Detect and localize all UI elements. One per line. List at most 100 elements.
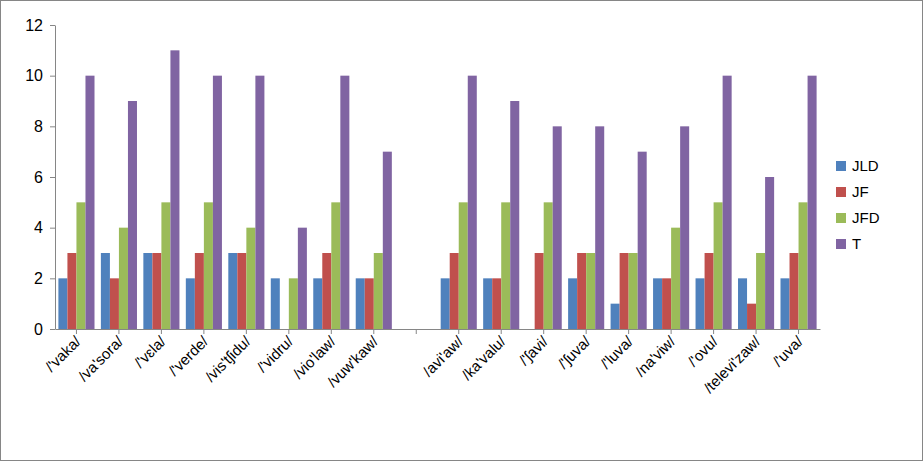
tick: 8	[34, 118, 55, 135]
bar	[459, 202, 468, 329]
tick: /vis'tʃidu/	[201, 329, 254, 385]
bar	[620, 253, 629, 329]
bar	[483, 278, 492, 329]
bar	[186, 278, 195, 329]
bar	[492, 278, 501, 329]
tick-label: 12	[25, 17, 43, 34]
tick: /televi'zaw/	[700, 329, 764, 396]
bar	[568, 278, 577, 329]
bar	[780, 278, 789, 329]
tick-mark	[373, 329, 374, 334]
bar	[747, 304, 756, 329]
tick-mark	[246, 329, 247, 334]
tick-mark	[76, 329, 77, 334]
bar	[119, 228, 128, 329]
bar	[468, 76, 477, 329]
bar	[595, 126, 604, 329]
bar	[808, 76, 817, 329]
bar	[662, 278, 671, 329]
tick: /va'sora/	[75, 329, 127, 384]
bar	[799, 202, 808, 329]
tick: /na'viw/	[632, 329, 680, 380]
bar	[213, 76, 222, 329]
bar	[526, 329, 535, 330]
bar	[790, 253, 799, 329]
bar	[510, 101, 519, 329]
tick-label: 8	[34, 118, 43, 135]
tick-label: 10	[25, 67, 43, 84]
tick-mark	[713, 329, 714, 334]
legend-label: JFD	[852, 209, 880, 226]
bar	[723, 76, 732, 329]
tick-mark	[416, 329, 417, 334]
y-axis: 0 2 4 6 8 10 12	[25, 17, 55, 338]
bar	[204, 202, 213, 329]
bar	[671, 228, 680, 329]
tick-label: /'vɛla/	[131, 332, 170, 371]
tick-mark	[50, 126, 55, 127]
tick-label: 6	[34, 169, 43, 186]
tick: /'luva/	[597, 329, 637, 372]
bar	[680, 126, 689, 329]
tick: 10	[25, 67, 55, 84]
tick: /ka'valu/	[458, 329, 509, 383]
tick-mark	[50, 228, 55, 229]
tick-label: /'uva/	[769, 332, 807, 370]
bar	[340, 76, 349, 329]
series	[85, 50, 816, 329]
tick-label: /vis'tʃidu/	[201, 332, 254, 385]
tick-mark	[756, 329, 757, 334]
bar	[756, 253, 765, 329]
tick-mark	[798, 329, 799, 334]
legend-item: JFD	[836, 209, 880, 226]
bar	[101, 253, 110, 329]
legend-item: JF	[836, 183, 869, 200]
bar	[383, 152, 392, 329]
tick-mark	[331, 329, 332, 334]
bar	[450, 253, 459, 329]
legend: JLDJFJFDT	[836, 157, 880, 252]
tick-mark	[543, 329, 544, 334]
bar	[255, 76, 264, 329]
plot: 0 2 4 6 8 10 12 /'vaka//va'sora//'vɛla//'verde/…	[25, 17, 820, 396]
series	[76, 202, 807, 329]
tick-mark	[118, 329, 119, 334]
bar	[76, 202, 85, 329]
legend-label: JF	[852, 183, 869, 200]
tick-label: 2	[34, 270, 43, 287]
bar	[638, 152, 647, 329]
tick-label: /'ovu/	[684, 332, 722, 370]
bar	[738, 278, 747, 329]
tick-mark	[50, 278, 55, 279]
tick: 4	[34, 219, 55, 236]
tick-mark	[501, 329, 502, 334]
bar	[544, 202, 553, 329]
bar	[143, 253, 152, 329]
chart: 0 2 4 6 8 10 12 /'vaka//va'sora//'vɛla//'verde/…	[0, 0, 923, 461]
tick-label: /ka'valu/	[458, 332, 509, 383]
tick: /'ʃuva/	[554, 329, 594, 372]
bar	[58, 278, 67, 329]
legend-swatch	[836, 161, 846, 171]
bar	[714, 202, 723, 329]
tick: 0	[34, 321, 55, 338]
bar	[322, 253, 331, 329]
bar	[313, 278, 322, 329]
tick: /'vɛla/	[131, 329, 170, 371]
tick: /vuw'kaw/	[324, 329, 382, 390]
bar	[653, 278, 662, 329]
bar	[161, 202, 170, 329]
bar	[271, 278, 280, 329]
tick-mark	[203, 329, 204, 334]
bar	[280, 329, 289, 330]
bar	[586, 253, 595, 329]
legend-label: JLD	[852, 157, 879, 174]
tick-mark	[458, 329, 459, 334]
tick-label: /vuw'kaw/	[324, 332, 382, 390]
x-axis: /'vaka//va'sora//'vɛla//'verde//vis'tʃid…	[42, 329, 821, 396]
axis-line	[56, 329, 821, 330]
bar	[85, 76, 94, 329]
bar	[535, 253, 544, 329]
tick-mark	[50, 329, 55, 330]
bars	[58, 50, 816, 329]
